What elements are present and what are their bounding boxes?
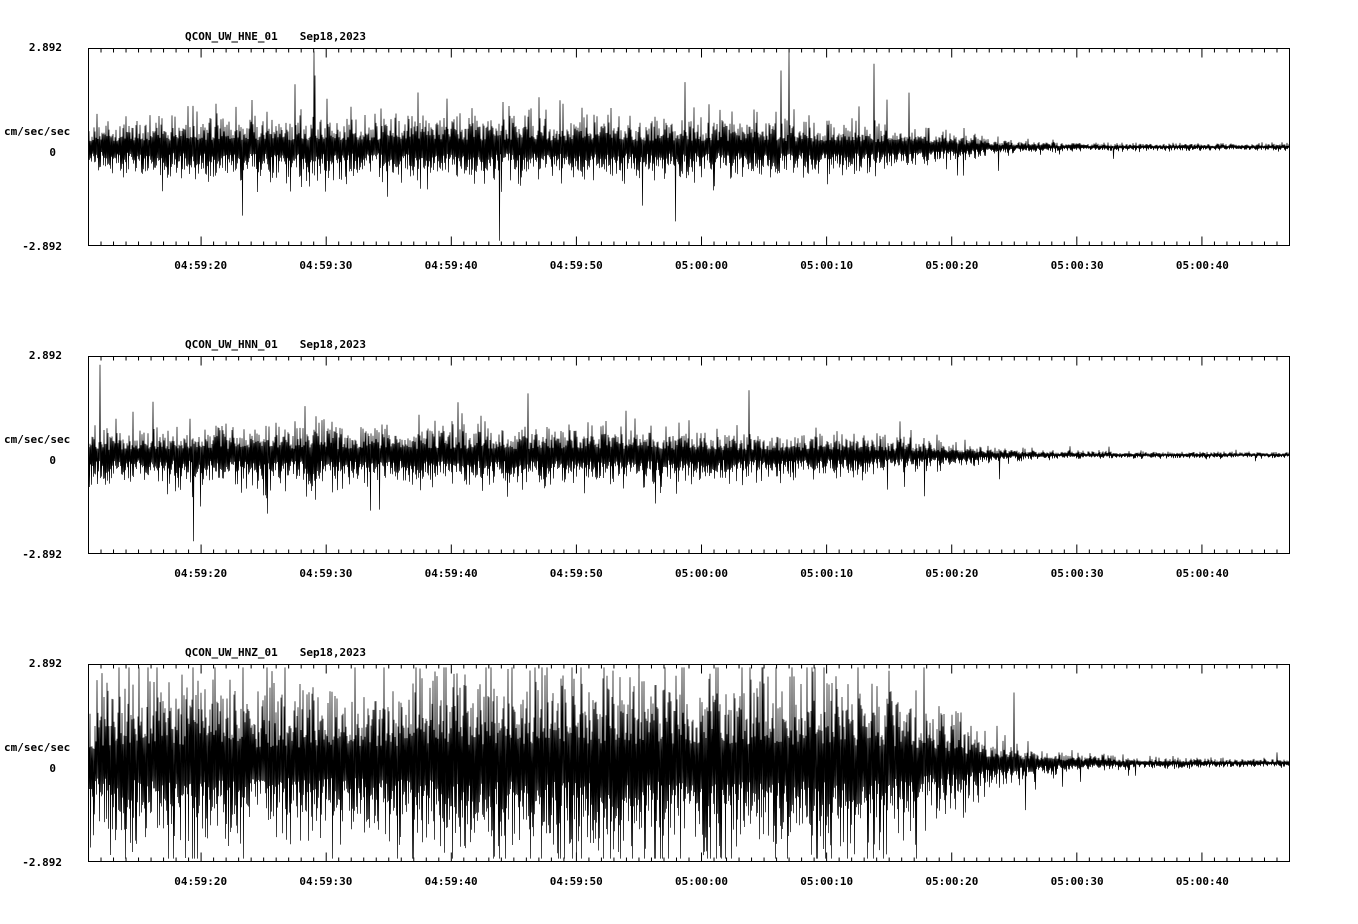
y-max-label: 2.892 — [28, 41, 62, 54]
x-tick-label: 04:59:50 — [549, 567, 603, 580]
x-tick-label: 05:00:30 — [1050, 567, 1104, 580]
x-axis-labels: 04:59:20 04:59:30 04:59:40 04:59:50 05:00:00… — [88, 567, 1290, 583]
x-tick-label: 05:00:40 — [1175, 259, 1229, 272]
tick-marks — [88, 664, 1290, 862]
seismogram-panel-hnn: QCON_UW_HNN_01 Sep18,2023 2.892 cm/sec/se… — [0, 308, 1358, 616]
station-id: QCON_UW_HNN_01 — [185, 338, 278, 351]
x-tick-label: 04:59:20 — [174, 875, 228, 888]
trace-date: Sep18,2023 — [299, 338, 366, 351]
waveform-plot — [88, 356, 1290, 554]
x-axis-labels: 04:59:20 04:59:30 04:59:40 04:59:50 05:00:00… — [88, 259, 1290, 275]
tick-marks — [88, 356, 1290, 554]
trace-title: QCON_UW_HNZ_01 Sep18,2023 — [185, 646, 366, 659]
waveform-trace — [88, 667, 1290, 859]
y-zero-label: 0 — [49, 762, 56, 775]
x-tick-label: 05:00:20 — [925, 567, 979, 580]
waveform-plot — [88, 48, 1290, 246]
x-tick-label: 05:00:20 — [925, 875, 979, 888]
y-min-label: -2.892 — [22, 856, 62, 869]
x-tick-label: 05:00:40 — [1175, 875, 1229, 888]
x-tick-label: 05:00:40 — [1175, 567, 1229, 580]
station-id: QCON_UW_HNZ_01 — [185, 646, 278, 659]
y-axis-units: cm/sec/sec — [4, 433, 71, 446]
y-zero-label: 0 — [49, 454, 56, 467]
waveform-trace — [88, 51, 1290, 241]
x-tick-label: 04:59:30 — [299, 875, 353, 888]
waveform-trace — [88, 364, 1290, 542]
x-tick-label: 04:59:40 — [424, 259, 478, 272]
x-tick-label: 04:59:50 — [549, 875, 603, 888]
seismogram-panel-hne: QCON_UW_HNE_01 Sep18,2023 2.892 cm/sec/se… — [0, 0, 1358, 308]
x-tick-label: 04:59:50 — [549, 259, 603, 272]
trace-title: QCON_UW_HNN_01 Sep18,2023 — [185, 338, 366, 351]
x-tick-label: 04:59:20 — [174, 259, 228, 272]
tick-marks — [88, 48, 1290, 246]
y-axis-units: cm/sec/sec — [4, 125, 71, 138]
x-tick-label: 04:59:30 — [299, 259, 353, 272]
y-max-label: 2.892 — [28, 657, 62, 670]
y-axis-units: cm/sec/sec — [4, 741, 71, 754]
seismogram-panel-hnz: QCON_UW_HNZ_01 Sep18,2023 2.892 cm/sec/se… — [0, 616, 1358, 924]
x-tick-label: 05:00:10 — [800, 875, 854, 888]
trace-title: QCON_UW_HNE_01 Sep18,2023 — [185, 30, 366, 43]
waveform-plot — [88, 664, 1290, 862]
y-min-label: -2.892 — [22, 240, 62, 253]
x-tick-label: 04:59:30 — [299, 567, 353, 580]
x-tick-label: 04:59:40 — [424, 875, 478, 888]
x-tick-label: 05:00:10 — [800, 259, 854, 272]
y-zero-label: 0 — [49, 146, 56, 159]
x-tick-label: 05:00:10 — [800, 567, 854, 580]
trace-date: Sep18,2023 — [299, 646, 366, 659]
x-tick-label: 05:00:30 — [1050, 259, 1104, 272]
x-tick-label: 05:00:20 — [925, 259, 979, 272]
y-min-label: -2.892 — [22, 548, 62, 561]
y-max-label: 2.892 — [28, 349, 62, 362]
x-axis-labels: 04:59:20 04:59:30 04:59:40 04:59:50 05:00:00… — [88, 875, 1290, 891]
x-tick-label: 05:00:00 — [675, 567, 728, 580]
x-tick-label: 04:59:20 — [174, 567, 228, 580]
x-tick-label: 05:00:30 — [1050, 875, 1104, 888]
trace-date: Sep18,2023 — [299, 30, 366, 43]
x-tick-label: 05:00:00 — [675, 875, 728, 888]
x-tick-label: 05:00:00 — [675, 259, 728, 272]
x-tick-label: 04:59:40 — [424, 567, 478, 580]
station-id: QCON_UW_HNE_01 — [185, 30, 278, 43]
